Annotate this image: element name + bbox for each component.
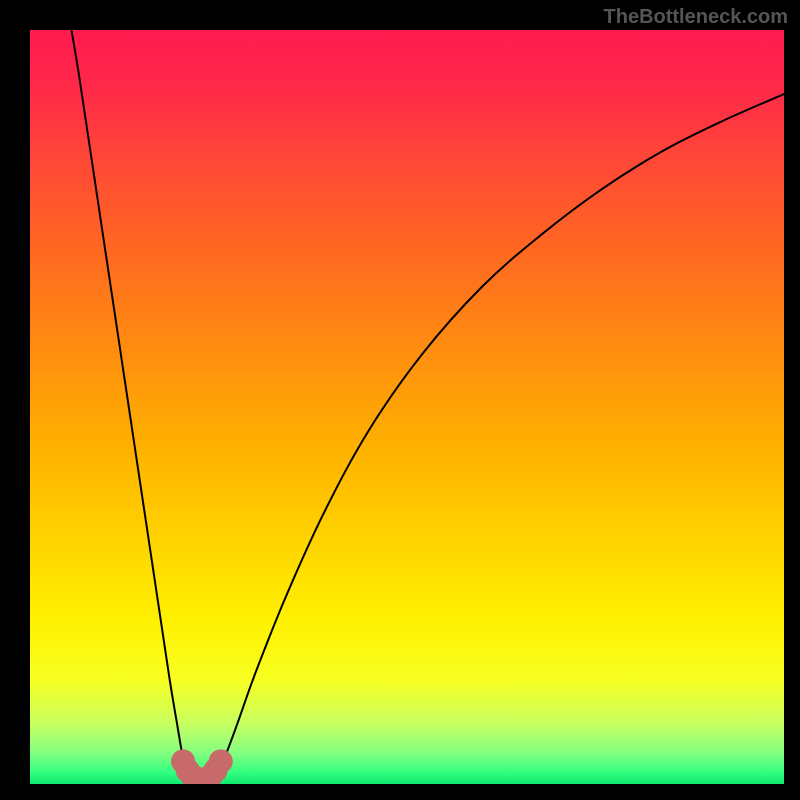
chart-container: TheBottleneck.com — [0, 0, 800, 800]
attribution-text: TheBottleneck.com — [604, 6, 788, 29]
plot-area — [30, 30, 784, 784]
valley-marker-dot — [209, 749, 233, 773]
plot-svg — [30, 30, 784, 784]
gradient-background — [30, 30, 784, 784]
